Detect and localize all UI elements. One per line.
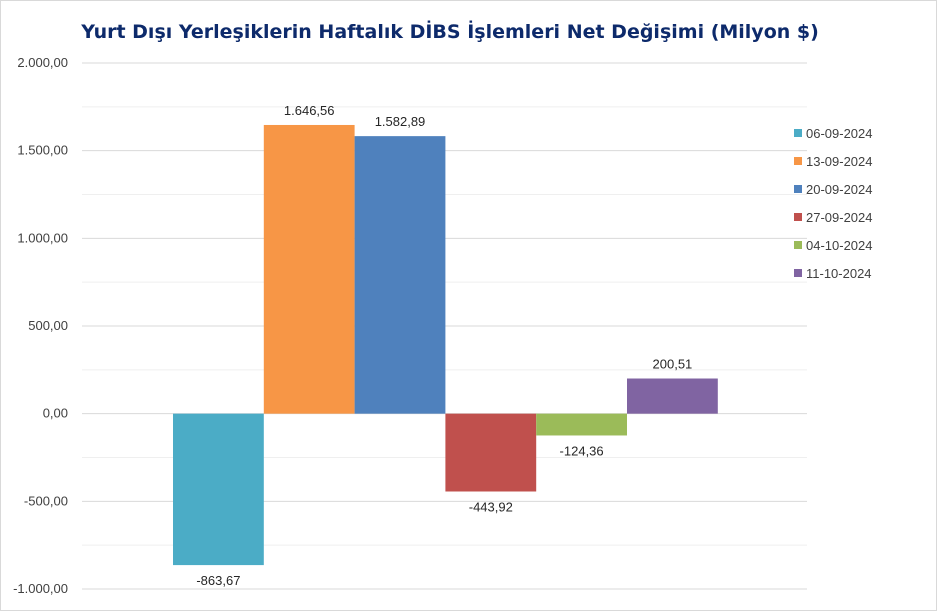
legend-swatch-20-09-2024	[794, 185, 802, 193]
chart-title: Yurt Dışı Yerleşiklerin Haftalık DİBS İş…	[80, 19, 819, 43]
y-tick-label: 2.000,00	[17, 55, 68, 70]
y-tick-label: 0,00	[43, 406, 68, 421]
bar-11-10-2024	[627, 378, 718, 414]
y-tick-label: -500,00	[24, 493, 68, 508]
legend-label-06-09-2024: 06-09-2024	[806, 126, 873, 141]
data-label-11-10-2024: 200,51	[653, 357, 693, 372]
legend-label-04-10-2024: 04-10-2024	[806, 238, 873, 253]
y-tick-label: 1.000,00	[17, 230, 68, 245]
data-labels: -863,67 1.646,56 1.582,89 -443,92 -124,36 200…	[196, 103, 692, 588]
legend-label-27-09-2024: 27-09-2024	[806, 210, 873, 225]
bar-20-09-2024	[354, 136, 446, 414]
legend-swatch-27-09-2024	[794, 213, 802, 221]
bar-04-10-2024	[536, 413, 627, 436]
y-axis: -1.000,00 -500,00 0,00 500,00 1.000,00 1.500,…	[13, 55, 68, 596]
bar-06-09-2024	[173, 413, 264, 566]
bar-27-09-2024	[445, 413, 537, 492]
y-tick-label: 1.500,00	[17, 143, 68, 158]
bar-13-09-2024	[263, 124, 355, 414]
legend: 06-09-2024 13-09-2024 20-09-2024 27-09-2024…	[794, 126, 873, 281]
legend-label-13-09-2024: 13-09-2024	[806, 154, 873, 169]
data-label-20-09-2024: 1.582,89	[375, 114, 426, 129]
data-label-27-09-2024: -443,92	[469, 500, 513, 515]
legend-label-11-10-2024: 11-10-2024	[806, 266, 872, 281]
data-label-06-09-2024: -863,67	[196, 573, 240, 588]
y-tick-label: -1.000,00	[13, 581, 68, 596]
data-label-04-10-2024: -124,36	[560, 443, 604, 458]
y-tick-label: 500,00	[28, 318, 68, 333]
legend-label-20-09-2024: 20-09-2024	[806, 182, 873, 197]
legend-swatch-11-10-2024	[794, 269, 802, 277]
legend-swatch-13-09-2024	[794, 157, 802, 165]
legend-swatch-04-10-2024	[794, 241, 802, 249]
data-label-13-09-2024: 1.646,56	[284, 103, 335, 118]
bars	[173, 124, 718, 566]
legend-swatch-06-09-2024	[794, 129, 802, 137]
